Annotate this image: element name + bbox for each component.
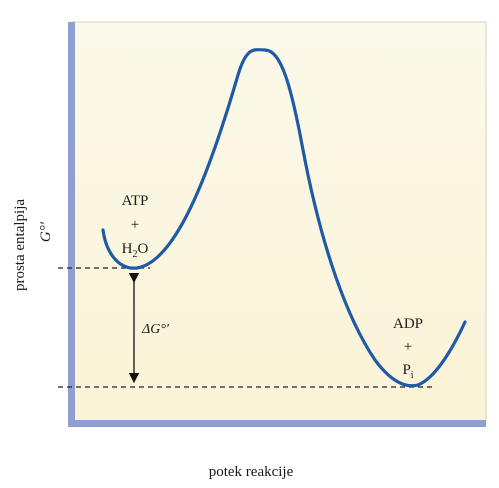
pi-subscript: i bbox=[411, 370, 414, 381]
y-axis bbox=[68, 22, 75, 425]
delta-g-label: ΔG°′ bbox=[141, 322, 170, 337]
x-axis-label: potek reakcije bbox=[209, 464, 294, 480]
pi-p: P bbox=[402, 362, 410, 378]
energy-curve bbox=[101, 48, 467, 388]
product-plus-label: + bbox=[404, 339, 412, 355]
water-h: H bbox=[122, 241, 133, 257]
y-axis-symbol: G°′ bbox=[38, 221, 54, 242]
water-o: O bbox=[138, 241, 149, 257]
product-adp-label: ADP bbox=[393, 316, 423, 332]
y-axis-label: prosta entalpija bbox=[12, 199, 28, 291]
reactant-plus-label: + bbox=[131, 217, 139, 233]
product-pi-label: Pi bbox=[402, 362, 413, 381]
reactant-atp-label: ATP bbox=[122, 193, 149, 209]
plot-panel bbox=[71, 21, 487, 423]
x-axis bbox=[68, 420, 486, 427]
reactant-water-label: H2O bbox=[122, 241, 149, 260]
water-subscript: 2 bbox=[133, 249, 138, 260]
